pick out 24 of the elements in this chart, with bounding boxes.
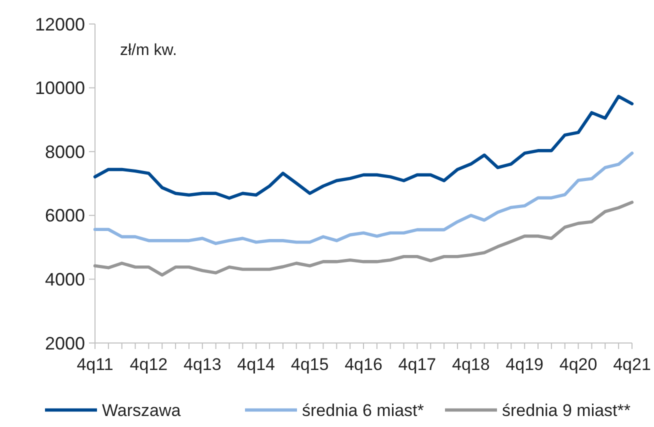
y-tick-label: 2000 (44, 333, 85, 354)
line-series (93, 152, 634, 246)
x-tick-label: 4q13 (183, 355, 222, 374)
x-tick-label: 4q18 (452, 355, 490, 374)
legend-label: średnia 9 miast** (502, 400, 631, 420)
x-tick-label: 4q20 (559, 355, 598, 374)
x-tick-label: 4q17 (398, 355, 436, 374)
x-tick-label: 4q12 (130, 355, 168, 374)
legend-label: średnia 6 miast* (302, 400, 424, 420)
y-tick-label: 8000 (44, 142, 85, 162)
x-tick-label: 4q15 (290, 355, 329, 374)
x-tick-label: 4q14 (237, 355, 276, 374)
y-axis-title: zł/m kw. (120, 42, 177, 59)
x-tick-label: 4q21 (613, 355, 651, 374)
line-series (93, 200, 634, 277)
y-tick-label: 4000 (44, 270, 85, 290)
line-series (93, 94, 634, 200)
y-tick-label: 10000 (34, 78, 85, 98)
x-tick-label: 4q16 (344, 355, 382, 374)
legend-label: Warszawa (102, 400, 182, 420)
x-tick-label: 4q19 (506, 355, 544, 374)
y-tick-label: 6000 (44, 206, 85, 226)
y-tick-label: 12000 (34, 14, 85, 34)
x-tick-label: 4q11 (76, 355, 114, 374)
